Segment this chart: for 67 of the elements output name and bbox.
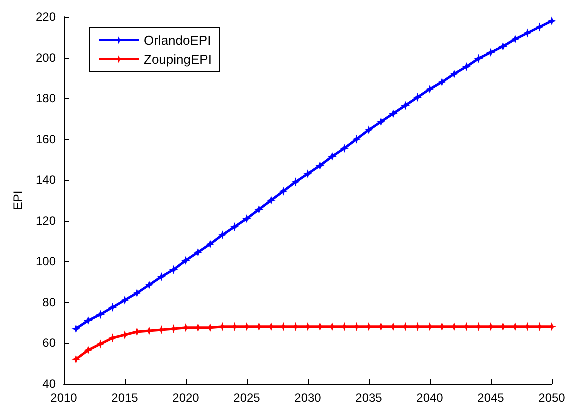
x-tick-label: 2045 (478, 391, 505, 405)
point (254, 205, 264, 214)
point (194, 248, 203, 257)
point (96, 340, 106, 349)
point (426, 84, 434, 94)
point (486, 48, 496, 58)
point (535, 22, 544, 32)
x-tick-label: 2010 (50, 391, 78, 405)
point (72, 355, 81, 364)
point (401, 101, 410, 110)
point (96, 310, 106, 320)
y-tick-label: 180 (36, 92, 56, 106)
point (498, 42, 508, 52)
y-tick-label: 160 (36, 132, 56, 146)
x-tick-label: 2030 (294, 391, 322, 405)
point (291, 178, 300, 187)
point (316, 161, 325, 170)
point (120, 330, 130, 340)
point (218, 230, 228, 240)
point (450, 70, 459, 79)
point (364, 126, 374, 135)
y-tick-label: 100 (36, 254, 56, 269)
point (182, 256, 190, 266)
point (72, 324, 81, 334)
point (523, 28, 532, 38)
legend-label: ZoupingEPI (144, 52, 212, 67)
x-tick-label: 2020 (172, 391, 200, 405)
point (108, 303, 118, 312)
point (438, 78, 447, 87)
point (230, 222, 240, 232)
x-tick-label: 2050 (538, 391, 566, 405)
point (376, 118, 386, 127)
point (206, 240, 215, 249)
point (157, 272, 166, 282)
point (132, 288, 142, 298)
y-tick-label: 80 (42, 295, 56, 310)
point (266, 196, 276, 205)
point (169, 265, 178, 274)
y-tick-label: 140 (36, 173, 56, 188)
y-tick-label: 200 (36, 50, 56, 65)
point (388, 109, 398, 118)
point (340, 144, 350, 154)
point (474, 54, 484, 64)
point (242, 214, 252, 224)
point (120, 296, 130, 305)
point (84, 346, 93, 355)
point (328, 152, 337, 162)
point (304, 169, 312, 178)
x-tick-label: 2015 (112, 391, 139, 405)
y-axis-title: EPI (11, 190, 25, 210)
point (279, 186, 288, 196)
point (462, 62, 472, 72)
point (548, 16, 556, 26)
y-tick-label: 40 (42, 377, 56, 391)
y-tick-label: 120 (36, 214, 56, 228)
point (144, 280, 154, 290)
x-tick-label: 2035 (356, 391, 383, 405)
point (413, 93, 422, 102)
y-tick-label: 60 (42, 336, 56, 350)
x-tick-label: 2025 (234, 391, 261, 405)
point (352, 134, 362, 144)
x-tick-label: 2040 (416, 391, 444, 405)
legend-label: OrlandoEPI (144, 33, 212, 48)
point (510, 34, 520, 44)
y-tick-label: 220 (36, 10, 56, 24)
point (108, 334, 118, 343)
point (84, 316, 93, 326)
